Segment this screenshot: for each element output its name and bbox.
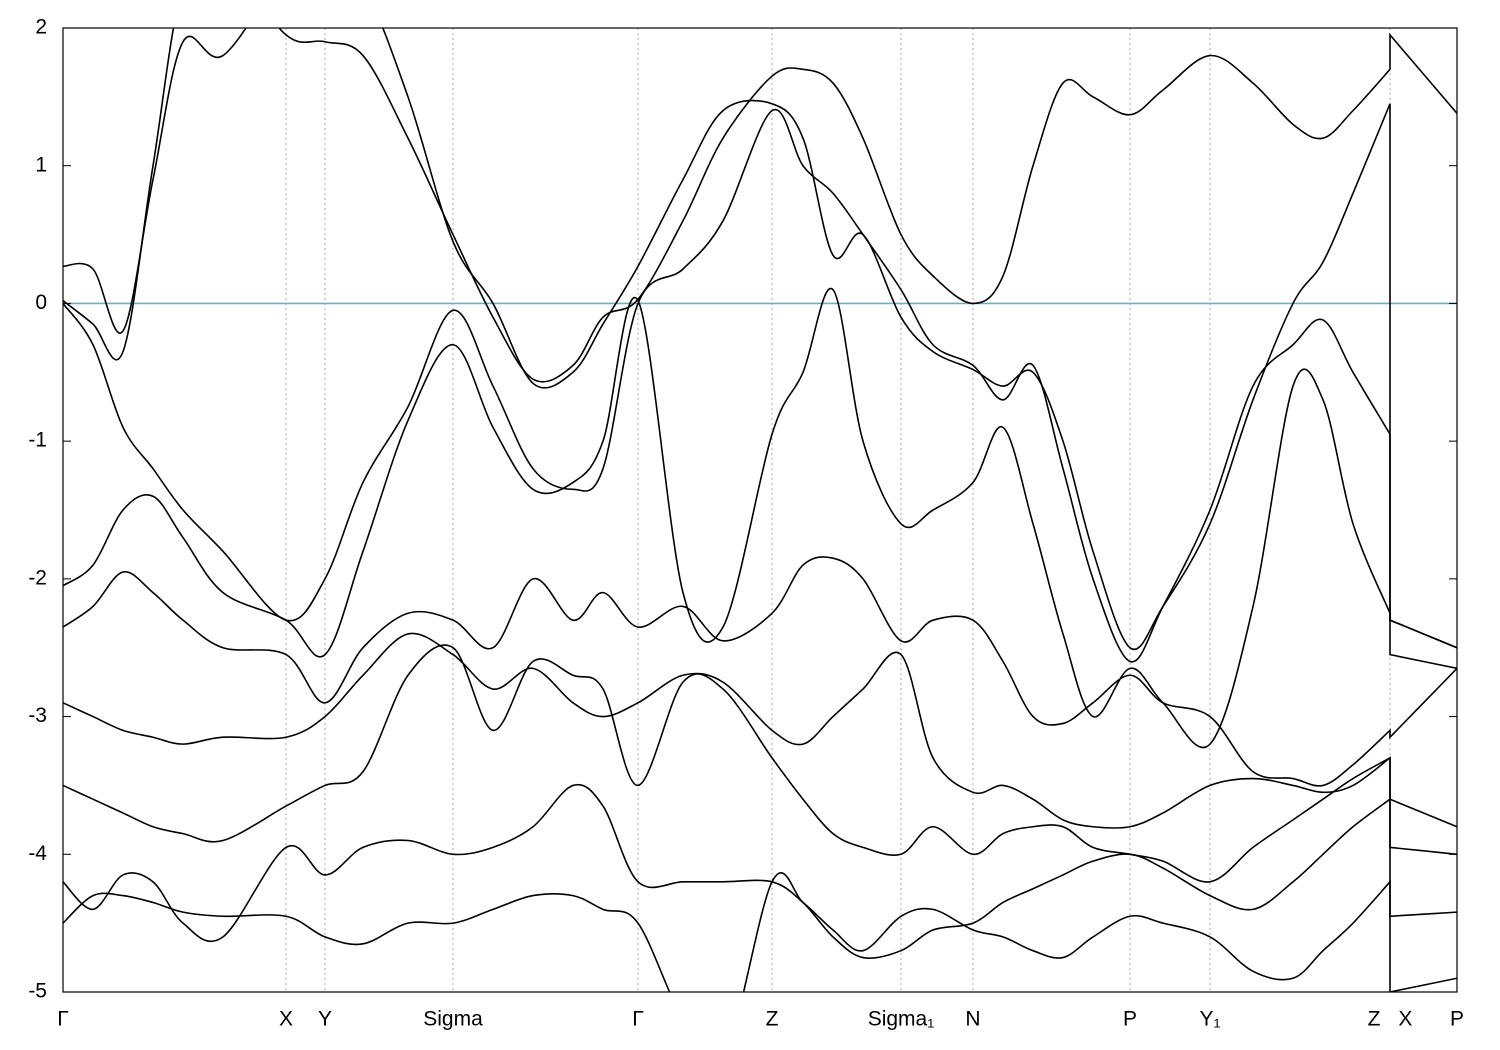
band-line <box>63 632 1457 829</box>
y-tick-label: -1 <box>28 429 47 452</box>
x-tick-label: Y <box>318 1008 332 1031</box>
band-line <box>63 556 1457 787</box>
x-tick-label: X <box>279 1008 293 1031</box>
x-tick-label: Z X <box>1368 1008 1413 1031</box>
band-line <box>63 108 1457 670</box>
band-line <box>63 28 1457 651</box>
band-line <box>63 872 1457 992</box>
labels-layer: -5 -4 -3 -2 -1 0 1 2 Γ X Y Sigma Γ Z Sigma₁ N P Y₁ Z X P <box>28 16 1464 1031</box>
x-tick-label: P <box>1450 1008 1464 1031</box>
x-tick-label: Sigma₁ <box>868 1008 935 1031</box>
x-tick-label: Y₁ <box>1199 1008 1220 1031</box>
band-line <box>63 783 1457 959</box>
y-tick-label: -2 <box>28 566 47 589</box>
y-tick-label: -3 <box>28 704 47 727</box>
y-tick-label: 2 <box>35 16 47 39</box>
x-tick-label: Sigma <box>423 1008 483 1031</box>
x-tick-label: N <box>965 1008 980 1031</box>
x-tick-label: Γ <box>57 1008 69 1031</box>
grid-layer <box>62 28 1458 992</box>
x-tick-label: P <box>1123 1008 1137 1031</box>
x-tick-label: Z <box>766 1008 779 1031</box>
y-tick-label: -5 <box>28 980 47 1003</box>
band-line <box>63 287 1457 749</box>
y-tick-label: 0 <box>35 291 47 314</box>
bands-layer <box>63 28 1457 992</box>
band-line <box>63 644 1457 883</box>
x-tick-label: Γ <box>632 1008 644 1031</box>
band-line <box>63 28 1457 383</box>
y-tick-label: -4 <box>28 842 47 865</box>
plot-frame <box>62 27 1458 993</box>
y-tick-label: 1 <box>35 153 47 176</box>
